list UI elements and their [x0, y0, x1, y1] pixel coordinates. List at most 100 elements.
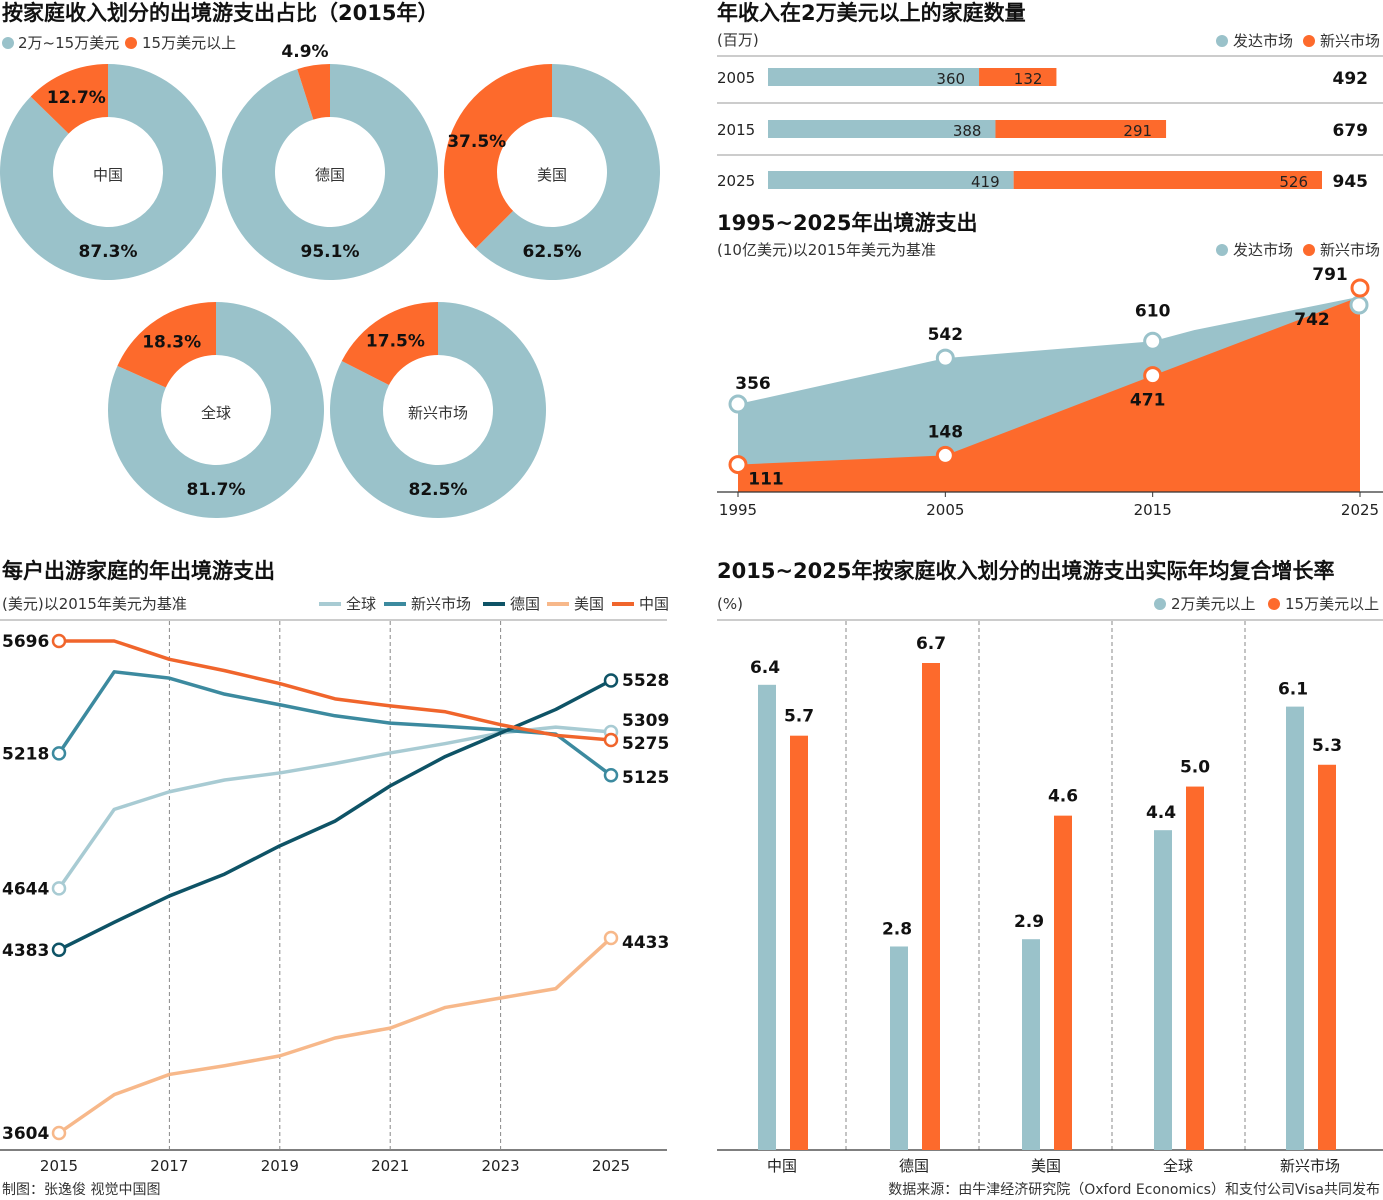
cagr-bar-150k [790, 736, 808, 1150]
hh-legend-dot-blue [1216, 35, 1228, 47]
line-start-marker [53, 882, 65, 894]
area-developed-marker [937, 350, 953, 366]
donut-small-label: 4.9% [281, 42, 328, 62]
line-end-label: 5309 [622, 711, 669, 731]
donut-legend-2: 15万美元以上 [142, 34, 236, 52]
legend-dot-blue [2, 37, 14, 49]
area-emerging-marker [730, 457, 746, 473]
area-developed-marker [1145, 333, 1161, 349]
line-end-label: 4433 [622, 933, 669, 953]
area-developed-label: 356 [735, 374, 771, 394]
donut-small-label: 17.5% [366, 332, 425, 352]
cagr-category-label: 全球 [1163, 1157, 1193, 1175]
cagr-bar-20k [890, 946, 908, 1150]
households-unit: (百万) [717, 31, 759, 49]
cagr-label-150k: 4.6 [1048, 787, 1078, 807]
cagr-label-150k: 5.3 [1312, 736, 1342, 756]
cagr-legend-dot-orange [1268, 598, 1280, 610]
line-end-label: 5125 [622, 768, 669, 788]
area-legend-dot-orange [1303, 244, 1315, 256]
hh-bar-emerging-label: 291 [1123, 122, 1152, 140]
line-chart: 2015 2017 2019 2021 2023 2025 4644 5218 4383 3604… [0, 620, 669, 1175]
credit-note: 制图：张逸俊 视觉中国图 [2, 1182, 160, 1198]
hh-total-label: 679 [1333, 121, 1369, 141]
legend-dot-orange [125, 37, 137, 49]
line-start-label: 5218 [2, 744, 49, 764]
line-legend-label: 中国 [639, 595, 669, 613]
line-panel: 每户出游家庭的年出境游支出 (美元)以2015年美元为基准 全球 新兴市场 德国 美国… [0, 559, 669, 1175]
donut-big-label: 82.5% [409, 480, 468, 500]
cagr-legend-2: 15万美元以上 [1285, 595, 1379, 613]
cagr-bar-20k [1022, 939, 1040, 1150]
hh-total-label: 945 [1333, 172, 1369, 192]
cagr-bar-150k [922, 663, 940, 1150]
line-x-label: 2019 [261, 1157, 299, 1175]
line-start-marker [53, 747, 65, 759]
area-legend-2: 新兴市场 [1320, 241, 1380, 259]
area-unit: (10亿美元)以2015年美元为基准 [717, 241, 936, 259]
line-series [59, 681, 611, 950]
line-x-label: 2015 [40, 1157, 78, 1175]
cagr-category-label: 新兴市场 [1280, 1157, 1340, 1175]
line-series [59, 727, 611, 888]
hh-legend-dot-orange [1303, 35, 1315, 47]
donut-big-label: 87.3% [79, 242, 138, 262]
area-developed-label: 742 [1294, 310, 1330, 330]
households-panel: 年收入在2万美元以上的家庭数量 (百万) 发达市场 新兴市场 2005 360 13… [717, 1, 1383, 192]
area-emerging-label: 148 [928, 422, 964, 442]
line-series [59, 672, 611, 775]
cagr-label-20k: 4.4 [1146, 803, 1176, 823]
line-series [59, 938, 611, 1133]
line-start-label: 3604 [2, 1124, 49, 1144]
line-end-marker [605, 734, 617, 746]
households-title: 年收入在2万美元以上的家庭数量 [717, 1, 1026, 25]
area-emerging-marker [1145, 368, 1161, 384]
hh-bar-developed-label: 360 [936, 70, 965, 88]
donut-center-label: 德国 [315, 166, 345, 184]
donut-center-label: 新兴市场 [408, 404, 468, 422]
donut-legend-1: 2万~15万美元 [18, 34, 119, 52]
donut-center-label: 全球 [201, 404, 231, 422]
line-start-marker [53, 635, 65, 647]
line-start-marker [53, 944, 65, 956]
area-panel: 1995~2025年出境游支出 (10亿美元)以2015年美元为基准 发达市场 … [717, 211, 1383, 519]
area-legend-dot-blue [1216, 244, 1228, 256]
cagr-bar-150k [1186, 787, 1204, 1150]
cagr-bar-20k [758, 685, 776, 1150]
infographic-canvas: 按家庭收入划分的出境游支出占比（2015年） 2万~15万美元 15万美元以上 … [0, 0, 1383, 1200]
line-end-marker [605, 675, 617, 687]
area-developed-marker [1351, 297, 1367, 313]
line-x-label: 2023 [482, 1157, 520, 1175]
donut-title: 按家庭收入划分的出境游支出占比（2015年） [2, 1, 438, 25]
cagr-bar-150k [1054, 816, 1072, 1150]
line-start-marker [53, 1127, 65, 1139]
donut-panel: 按家庭收入划分的出境游支出占比（2015年） 2万~15万美元 15万美元以上 … [0, 1, 660, 518]
cagr-label-20k: 6.1 [1278, 680, 1308, 700]
cagr-label-150k: 5.7 [784, 707, 814, 727]
hh-bar-emerging-label: 132 [1014, 70, 1043, 88]
cagr-bar-150k [1318, 765, 1336, 1150]
cagr-label-20k: 6.4 [750, 658, 780, 678]
line-unit: (美元)以2015年美元为基准 [2, 595, 187, 613]
cagr-label-20k: 2.9 [1014, 912, 1044, 932]
line-end-label: 5528 [622, 671, 669, 691]
area-developed-marker [730, 396, 746, 412]
donut-big-label: 95.1% [301, 242, 360, 262]
hh-bar-developed-label: 419 [971, 173, 1000, 191]
cagr-chart: 6.45.7中国2.86.7德国2.94.6美国4.45.0全球6.15.3新兴… [717, 620, 1383, 1175]
cagr-unit: (%) [717, 595, 743, 613]
line-legend-label: 新兴市场 [411, 595, 471, 613]
line-legend: 全球 新兴市场 德国 美国 中国 [319, 595, 669, 613]
area-x-label: 2005 [926, 501, 964, 519]
line-series [59, 641, 611, 740]
cagr-legend-1: 2万美元以上 [1171, 595, 1256, 613]
hh-year-label: 2025 [717, 172, 755, 190]
cagr-category-label: 美国 [1031, 1157, 1061, 1175]
donut-small-label: 18.3% [142, 333, 201, 353]
donut-slice-small [444, 64, 552, 248]
hh-total-label: 492 [1333, 69, 1369, 89]
line-end-label: 5275 [622, 734, 669, 754]
hh-bar-developed-label: 388 [953, 122, 982, 140]
area-x-label: 2025 [1341, 501, 1379, 519]
line-start-label: 5696 [2, 632, 49, 652]
